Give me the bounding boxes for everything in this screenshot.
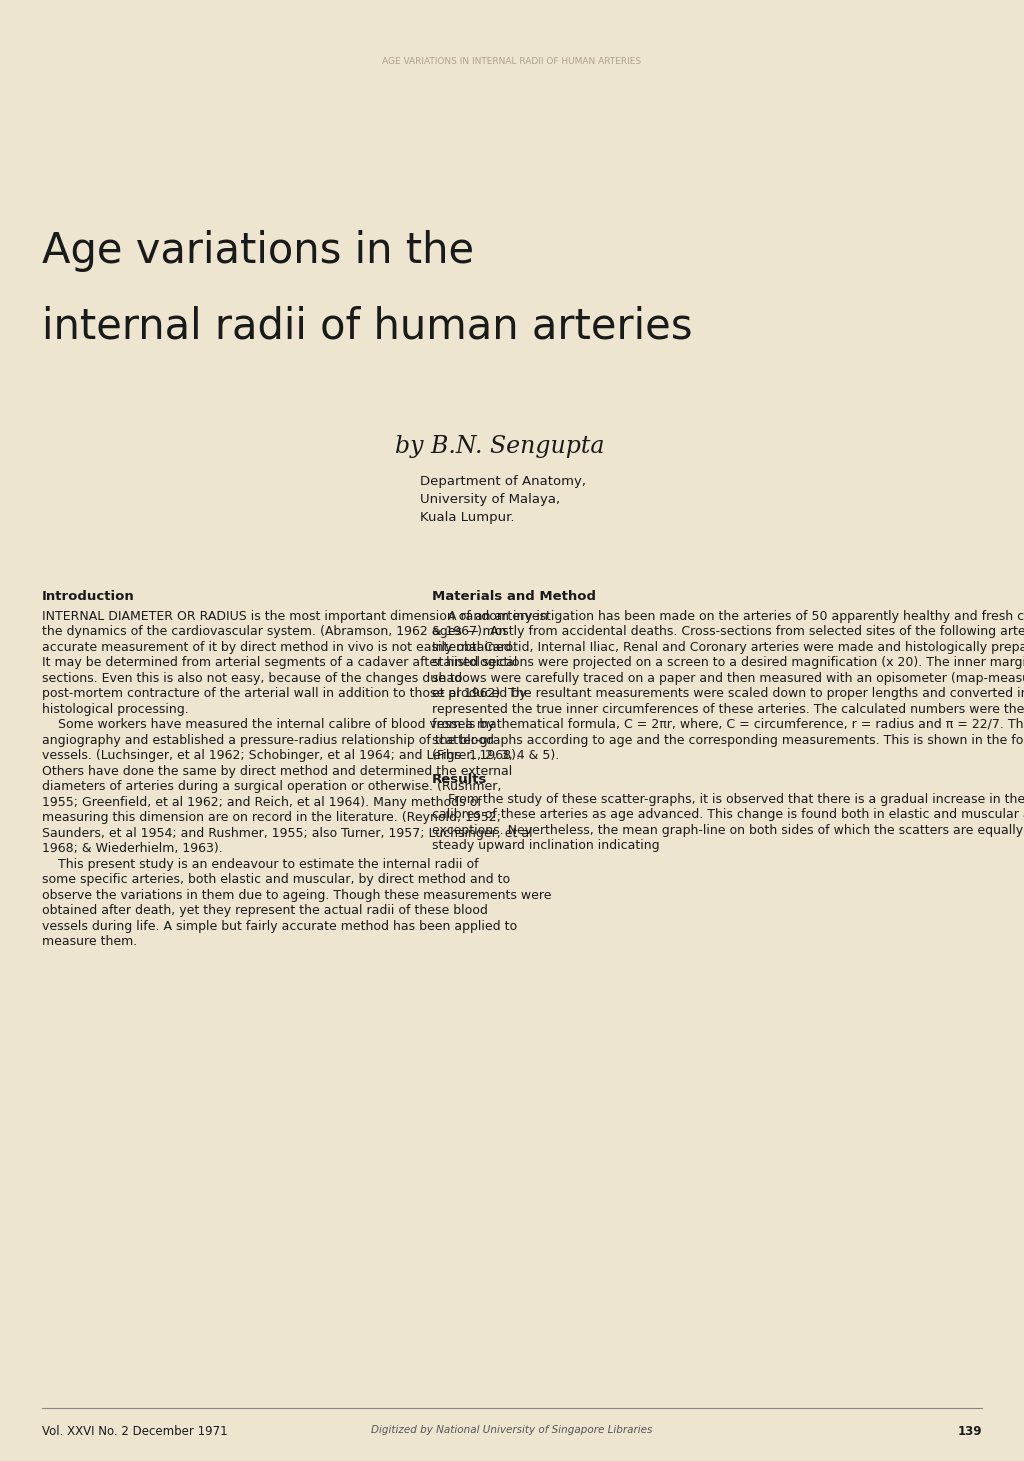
Text: some specific arteries, both elastic and muscular, by direct method and to: some specific arteries, both elastic and… (42, 874, 510, 887)
Text: measuring this dimension are on record in the literature. (Reynold, 1952;: measuring this dimension are on record i… (42, 811, 501, 824)
Text: obtained after death, yet they represent the actual radii of these blood: obtained after death, yet they represent… (42, 904, 487, 918)
Text: From the study of these scatter-graphs, it is observed that there is a gradual i: From the study of these scatter-graphs, … (432, 793, 1024, 806)
Text: scatter-graphs according to age and the corresponding measurements. This is show: scatter-graphs according to age and the … (432, 733, 1024, 747)
Text: 1968; & Wiederhielm, 1963).: 1968; & Wiederhielm, 1963). (42, 842, 223, 855)
Text: Department of Anatomy,: Department of Anatomy, (420, 475, 586, 488)
Text: shadows were carefully traced on a paper and then measured with an opisometer (m: shadows were carefully traced on a paper… (432, 672, 1024, 685)
Text: accurate measurement of it by direct method in vivo is not easily obtained.: accurate measurement of it by direct met… (42, 641, 516, 655)
Text: A random investigation has been made on the arteries of 50 apparently healthy an: A random investigation has been made on … (432, 611, 1024, 622)
Text: represented the true inner circumferences of these arteries. The calculated numb: represented the true inner circumference… (432, 703, 1024, 716)
Text: observe the variations in them due to ageing. Though these measurements were: observe the variations in them due to ag… (42, 888, 552, 901)
Text: histological processing.: histological processing. (42, 703, 188, 716)
Text: Others have done the same by direct method and determined the external: Others have done the same by direct meth… (42, 764, 512, 777)
Text: It may be determined from arterial segments of a cadaver after histological: It may be determined from arterial segme… (42, 656, 517, 669)
Text: et al 1962). The resultant measurements were scaled down to proper lengths and c: et al 1962). The resultant measurements … (432, 687, 1024, 700)
Text: This present study is an endeavour to estimate the internal radii of: This present study is an endeavour to es… (42, 858, 478, 871)
Text: 1955; Greenfield, et al 1962; and Reich, et al 1964). Many methods of: 1955; Greenfield, et al 1962; and Reich,… (42, 796, 481, 809)
Text: ages — mostly from accidental deaths. Cross-sections from selected sites of the : ages — mostly from accidental deaths. Cr… (432, 625, 1024, 638)
Text: diameters of arteries during a surgical operation or otherwise. (Rushmer,: diameters of arteries during a surgical … (42, 780, 502, 793)
Text: AGE VARIATIONS IN INTERNAL RADII OF HUMAN ARTERIES: AGE VARIATIONS IN INTERNAL RADII OF HUMA… (382, 57, 642, 67)
Text: vessels. (Luchsinger, et al 1962; Schobinger, et al 1964; and Lerhrer, 1968).: vessels. (Luchsinger, et al 1962; Schobi… (42, 749, 520, 763)
Text: Kuala Lumpur.: Kuala Lumpur. (420, 511, 514, 524)
Text: INTERNAL DIAMETER OR RADIUS is the most important dimension of an artery in: INTERNAL DIAMETER OR RADIUS is the most … (42, 611, 548, 622)
Text: Results: Results (432, 773, 487, 786)
Text: the dynamics of the cardiovascular system. (Abramson, 1962 & 1967). An: the dynamics of the cardiovascular syste… (42, 625, 507, 638)
Text: angiography and established a pressure-radius relationship of the blood: angiography and established a pressure-r… (42, 733, 494, 747)
Text: post-mortem contracture of the arterial wall in addition to those produced by: post-mortem contracture of the arterial … (42, 687, 526, 700)
Text: (Figs. 1, 2, 3, 4 & 5).: (Figs. 1, 2, 3, 4 & 5). (432, 749, 559, 763)
Text: Saunders, et al 1954; and Rushmer, 1955; also Turner, 1957; Luchsinger, et al: Saunders, et al 1954; and Rushmer, 1955;… (42, 827, 532, 840)
Text: 139: 139 (957, 1424, 982, 1438)
Text: from a mathematical formula, C = 2πr, where, C = circumference, r = radius and π: from a mathematical formula, C = 2πr, wh… (432, 719, 1024, 732)
Text: exceptions. Nevertheless, the mean graph-line on both sides of which the scatter: exceptions. Nevertheless, the mean graph… (432, 824, 1024, 837)
Text: Introduction: Introduction (42, 590, 135, 603)
Text: Age variations in the: Age variations in the (42, 229, 474, 272)
Text: Materials and Method: Materials and Method (432, 590, 596, 603)
Text: measure them.: measure them. (42, 935, 137, 948)
Text: University of Malaya,: University of Malaya, (420, 492, 560, 506)
Text: steady upward inclination indicating: steady upward inclination indicating (432, 839, 659, 852)
Text: stained sections were projected on a screen to a desired magnification (x 20). T: stained sections were projected on a scr… (432, 656, 1024, 669)
Text: by B.N. Sengupta: by B.N. Sengupta (395, 435, 604, 457)
Text: Internal Carotid, Internal Iliac, Renal and Coronary arteries were made and hist: Internal Carotid, Internal Iliac, Renal … (432, 641, 1024, 655)
Text: vessels during life. A simple but fairly accurate method has been applied to: vessels during life. A simple but fairly… (42, 919, 517, 932)
Text: Some workers have measured the internal calibre of blood vessels by: Some workers have measured the internal … (42, 719, 495, 732)
Text: Vol. XXVI No. 2 December 1971: Vol. XXVI No. 2 December 1971 (42, 1424, 227, 1438)
Text: sections. Even this is also not easy, because of the changes due to: sections. Even this is also not easy, be… (42, 672, 463, 685)
Text: calibres of these arteries as age advanced. This change is found both in elastic: calibres of these arteries as age advanc… (432, 808, 1024, 821)
Text: internal radii of human arteries: internal radii of human arteries (42, 305, 692, 348)
Text: Digitized by National University of Singapore Libraries: Digitized by National University of Sing… (372, 1424, 652, 1435)
